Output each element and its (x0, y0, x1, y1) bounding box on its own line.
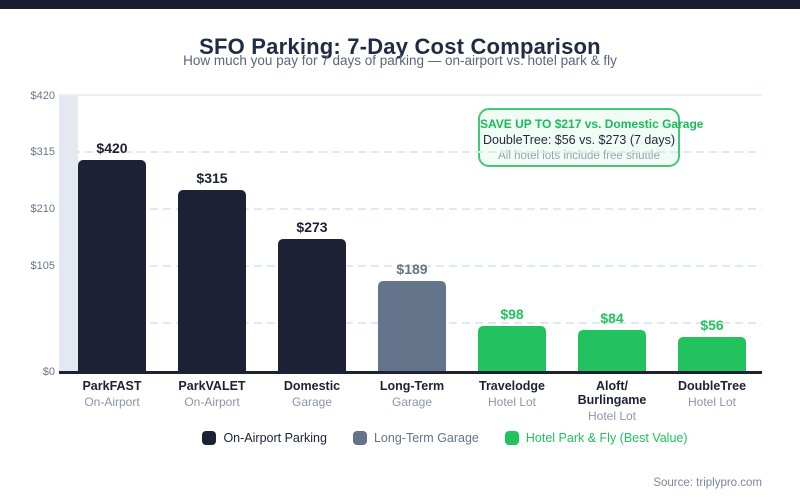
legend-label: Long-Term Garage (373, 431, 479, 445)
category-name: DoubleTree (677, 379, 747, 393)
legend-item-on_airport: On-Airport Parking (202, 430, 327, 446)
bar-value-label: $189 (396, 261, 428, 277)
bar-value-label: $273 (296, 219, 328, 235)
category-sublabel: On-Airport (184, 395, 240, 409)
category-label: Travelodge Hotel Lot (444, 379, 580, 409)
gridline (59, 151, 762, 153)
bar-slot-doubletree: $56 DoubleTree Hotel Lot (678, 96, 746, 410)
category-label: ParkVALET On-Airport (144, 379, 280, 409)
legend: On-Airport Parking Long-Term Garage Hotel … (90, 429, 800, 447)
category-label: DoubleTree Hotel Lot (644, 379, 780, 409)
bar-long-term (378, 281, 446, 372)
legend-swatch-on_airport (202, 431, 217, 445)
bar-slot-aloft: $84 Aloft/Burlingame Hotel Lot (578, 96, 647, 424)
bar-value-label: $84 (600, 310, 624, 326)
legend-swatch-hotel (504, 431, 519, 445)
category-sublabel: Hotel Lot (587, 409, 637, 423)
source-credit: Source: triplypro.com (653, 477, 762, 489)
category-sublabel: Hotel Lot (487, 395, 537, 409)
gridline (59, 208, 762, 210)
legend-swatch-long_term (352, 431, 367, 445)
legend-label: On-Airport Parking (223, 431, 327, 445)
category-sublabel: Garage (391, 395, 433, 409)
category-name: Domestic (283, 379, 341, 393)
category-name: ParkVALET (178, 379, 246, 393)
category-label: Aloft/Burlingame Hotel Lot (544, 379, 680, 423)
bar-value-label: $420 (96, 140, 128, 156)
gridline-top (59, 94, 762, 96)
category-name: Burlingame (577, 393, 647, 407)
savings-callout: SAVE UP TO $217 vs. Domestic Garage Doub… (478, 108, 704, 167)
callout-note: All hotel lots include free shuttle (498, 150, 660, 162)
category-sublabel: On-Airport (84, 395, 140, 409)
bar-parkfast (78, 160, 146, 372)
top-accent-bar (0, 0, 800, 9)
category-name: Travelodge (479, 379, 545, 393)
bar-slot-long-term: $189 Long-Term Garage (378, 96, 446, 409)
y-axis-label: $210 (30, 203, 55, 215)
y-axis-label: $105 (30, 260, 55, 272)
bar-travelodge (478, 326, 546, 372)
bar-domestic (278, 239, 346, 372)
chart-title: SFO Parking: 7-Day Cost Comparison (199, 33, 601, 59)
callout-detail: DoubleTree: $56 vs. $273 (7 days) (482, 133, 675, 147)
category-sublabel: Hotel Lot (687, 395, 737, 409)
category-label: Domestic Garage (244, 379, 380, 409)
bar-slot-travelodge: $98 Travelodge Hotel Lot (478, 96, 546, 409)
category-label: ParkFAST On-Airport (44, 379, 180, 409)
x-axis-line (59, 371, 762, 374)
category-label: Long-Term Garage (344, 379, 480, 409)
bar-value-label: $98 (500, 306, 524, 322)
axis-highlight-band (59, 96, 78, 372)
bar-aloft (578, 330, 646, 372)
bar-slot-domestic: $273 Domestic Garage (278, 96, 346, 409)
bar-value-label: $315 (196, 170, 228, 186)
legend-label: Hotel Park & Fly (Best Value) (525, 431, 688, 445)
bar-slot-parkfast: $420 ParkFAST On-Airport (78, 96, 146, 409)
y-axis-label: $315 (30, 146, 55, 158)
bar-value-label: $56 (700, 317, 724, 333)
y-axis-label: $420 (30, 90, 55, 102)
bar-doubletree (678, 337, 746, 372)
callout-headline: SAVE UP TO $217 vs. Domestic Garage (480, 117, 704, 131)
category-name: Long-Term (379, 379, 445, 393)
gridline (59, 265, 762, 267)
y-axis-label: $0 (42, 366, 55, 378)
category-sublabel: Garage (291, 395, 333, 409)
category-name: Aloft/ (596, 379, 628, 393)
legend-item-long_term: Long-Term Garage (352, 430, 479, 446)
chart-subtitle: How much you pay for 7 days of parking —… (183, 53, 617, 68)
legend-item-hotel: Hotel Park & Fly (Best Value) (504, 430, 688, 446)
category-name: ParkFAST (82, 379, 142, 393)
bar-slot-parkvalet: $315 ParkVALET On-Airport (178, 96, 246, 409)
bar-parkvalet (178, 190, 246, 372)
